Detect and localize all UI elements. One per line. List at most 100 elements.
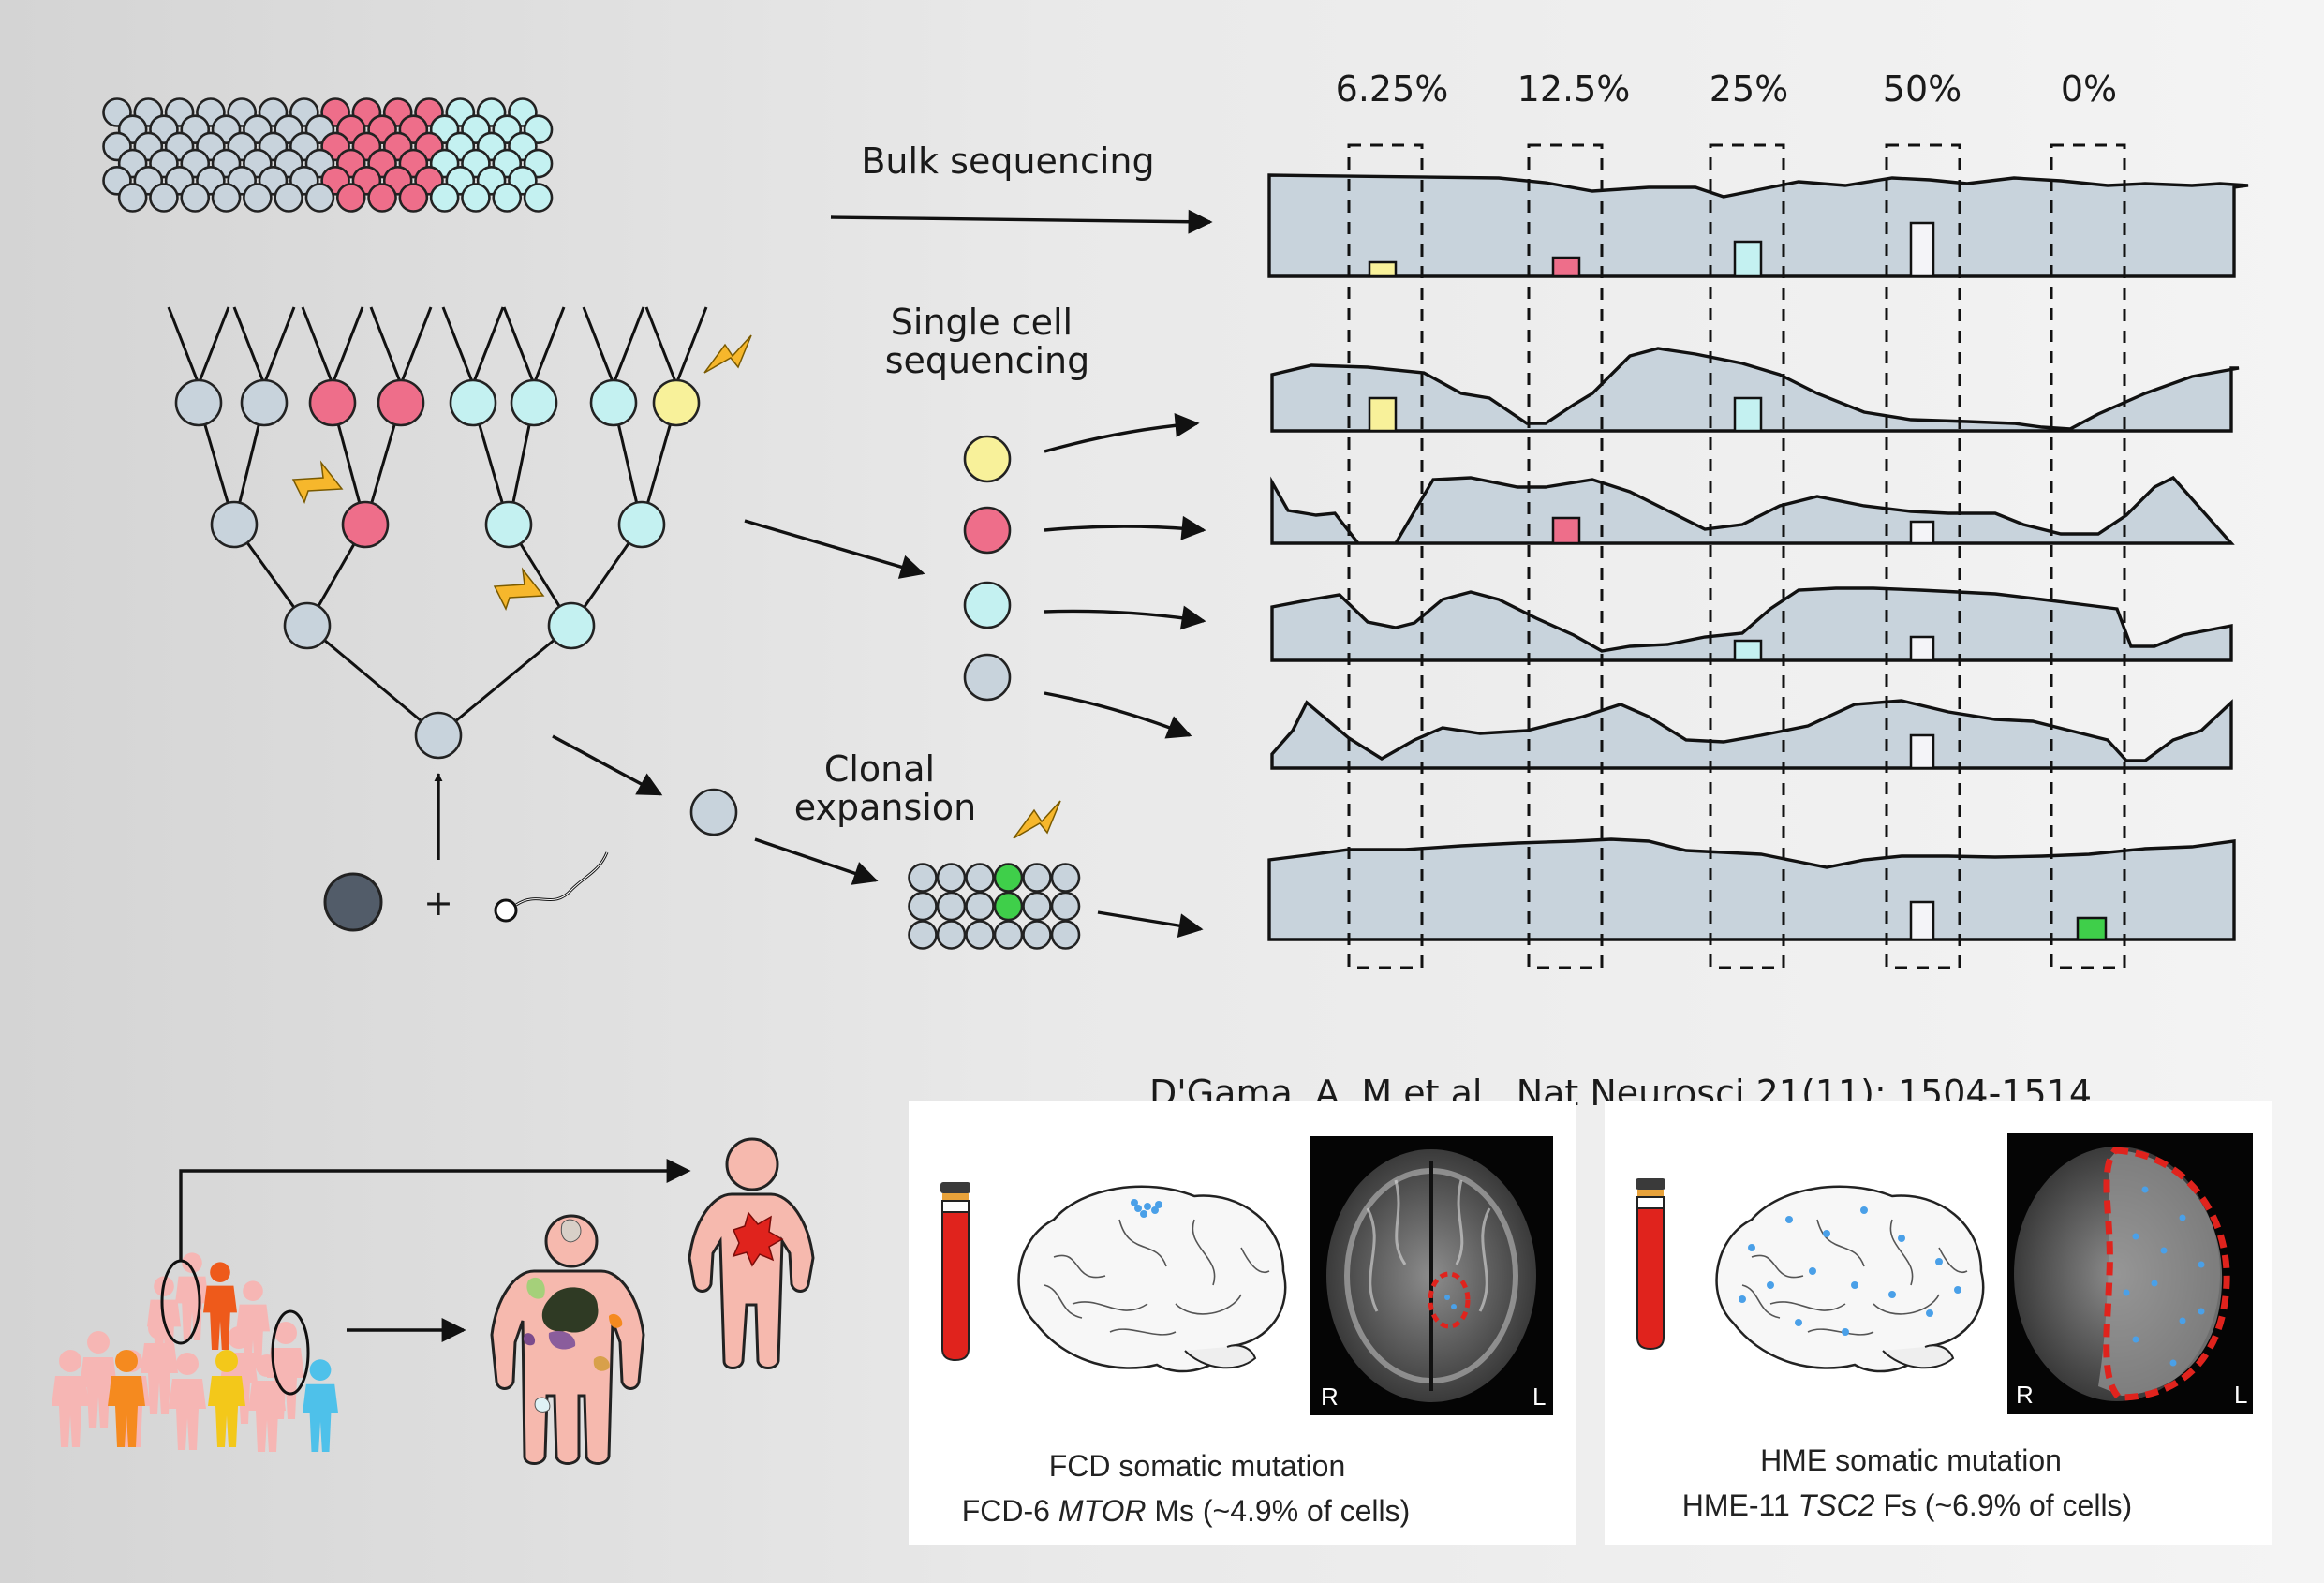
blood-tube-icon: [940, 1182, 970, 1362]
plus-sign: +: [423, 882, 453, 924]
clonal-cell: [908, 920, 938, 950]
lineage-cell: [377, 378, 425, 427]
single-cell-sequencing-label: Single cell sequencing: [885, 302, 1090, 381]
tissue-cell: [367, 183, 397, 213]
mri-scan-image: R L: [1310, 1136, 1553, 1415]
allele-marker: [1909, 900, 1935, 941]
clonal-cell: [1050, 863, 1081, 893]
mri-scan-image: R L: [2007, 1133, 2253, 1414]
allele-marker: [1733, 639, 1763, 662]
mosaic-patient-figure: [490, 1214, 645, 1465]
single-cell: [963, 653, 1012, 702]
allele-marker: [1368, 260, 1398, 278]
person-figure: [175, 1252, 209, 1340]
selection-oval: [271, 1309, 310, 1396]
clonal-cell: [1022, 863, 1052, 893]
percentage-label: 50%: [1883, 68, 1961, 110]
clonal-cell: [908, 891, 938, 922]
tissue-cell: [398, 183, 429, 213]
allele-marker: [1909, 635, 1935, 662]
sequencing-track: [1270, 586, 2233, 662]
sequencing-arrow: [1044, 413, 1200, 453]
hme-panel: R L HME somatic mutation HME-11 TSC2 Fs …: [1605, 1101, 2272, 1545]
allele-marker: [1551, 516, 1581, 545]
tissue-cell: [274, 183, 303, 213]
clonal-cell: [1022, 891, 1052, 922]
sequencing-track: [1270, 699, 2233, 770]
dashed-column: [1527, 143, 1604, 969]
lineage-cell: [484, 500, 533, 549]
sequencing-track: [1267, 837, 2236, 941]
clonal-cell: [993, 863, 1024, 893]
clonal-cell: [1022, 920, 1052, 950]
person-figure: [52, 1350, 89, 1447]
bulk-sequencing-label: Bulk sequencing: [861, 141, 1154, 182]
sequencing-track: [1270, 347, 2240, 433]
percentage-label: 6.25%: [1336, 68, 1449, 110]
dashed-column: [1347, 143, 1424, 969]
clonal-cell: [965, 891, 995, 922]
percentage-labels: 6.25% 12.5% 25% 50% 0%: [1336, 68, 2118, 110]
clonal-cell: [965, 920, 995, 950]
clonal-cell: [936, 920, 967, 950]
mutation-bolt-icon: [1013, 800, 1061, 839]
dashed-column-boxes: [1347, 143, 2126, 969]
hme-caption-title: HME somatic mutation: [1760, 1443, 2062, 1477]
allele-marker: [2076, 916, 2108, 941]
clonal-cell: [936, 863, 967, 893]
clonal-cell: [1050, 891, 1081, 922]
person-figure: [267, 1322, 304, 1419]
person-figure: [208, 1350, 245, 1447]
tissue-cell: [492, 183, 523, 213]
sequencing-tracks: [1267, 173, 2249, 941]
lineage-cell: [210, 500, 259, 549]
sequencing-track: [1267, 173, 2249, 278]
allele-marker: [1733, 396, 1763, 433]
dashed-column: [2050, 143, 2126, 969]
mutation-bolt-icon: [493, 567, 545, 611]
egg-cell: [323, 872, 383, 932]
brain-icon: [1715, 1185, 1985, 1373]
lineage-cell: [283, 601, 332, 650]
allele-marker: [1909, 520, 1935, 545]
mri-left-marker: L: [2234, 1381, 2247, 1409]
fcd-panel: R L FCD somatic mutation FCD-6 MTOR Ms (…: [909, 1101, 1576, 1545]
sequencing-arrow: [1044, 515, 1206, 540]
mri-right-marker: R: [1321, 1383, 1339, 1411]
brain-icon: [1017, 1185, 1287, 1373]
mri-left-marker: L: [1532, 1383, 1546, 1411]
sequencing-arrow: [1044, 691, 1192, 739]
mri-right-marker: R: [2016, 1381, 2034, 1409]
fcd-caption-title: FCD somatic mutation: [1049, 1449, 1346, 1483]
tissue-cell: [243, 183, 273, 213]
clonal-cell: [993, 891, 1024, 922]
sequencing-arrow: [1044, 605, 1206, 630]
lineage-cell: [174, 378, 223, 427]
clonal-cell: [1050, 920, 1081, 950]
lineage-cell: [652, 378, 701, 427]
tissue-cell: [461, 183, 491, 213]
person-figure: [108, 1350, 145, 1447]
hme-caption-detail: HME-11 TSC2 Fs (~6.9% of cells): [1682, 1488, 2132, 1522]
single-cell: [963, 506, 1012, 555]
lineage-cell: [240, 378, 289, 427]
zygote-cell: [414, 711, 463, 760]
single-cell: [963, 581, 1012, 629]
single-cell: [963, 435, 1012, 483]
tissue-cell: [523, 183, 554, 213]
dashed-column: [1709, 143, 1785, 969]
tissue-cell: [117, 183, 148, 213]
lineage-cell: [308, 378, 357, 427]
person-figure: [169, 1353, 206, 1450]
lineage-cell: [617, 500, 666, 549]
mutation-bolt-icon: [291, 460, 344, 504]
tree-nodes: [174, 378, 701, 760]
tissue-cell: [180, 183, 211, 213]
allele-marker: [1551, 256, 1581, 278]
dashed-column: [1885, 143, 1961, 969]
lineage-cell: [341, 500, 390, 549]
cardiac-patient-figure: [688, 1137, 815, 1369]
clonal-cell: [908, 863, 938, 893]
percentage-label: 25%: [1710, 68, 1788, 110]
